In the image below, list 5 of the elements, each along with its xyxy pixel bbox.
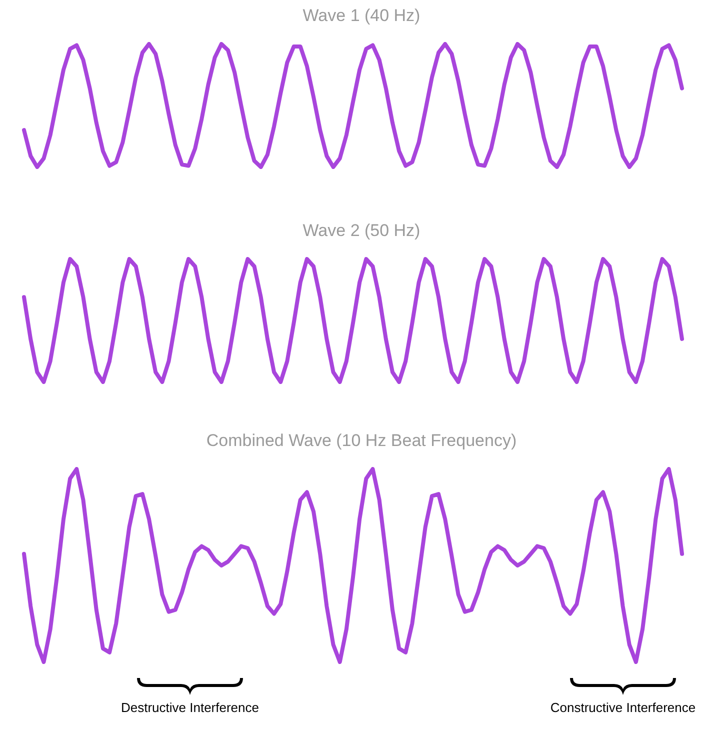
chart-title: Wave 1 (40 Hz) — [302, 6, 422, 26]
text: Constructive Interference — [550, 700, 696, 715]
chart-title: Combined Wave (10 Hz Beat Frequency) — [205, 431, 518, 451]
text: Destructive Interference — [120, 700, 259, 715]
chart-title: Wave 2 (50 Hz) — [302, 221, 422, 241]
